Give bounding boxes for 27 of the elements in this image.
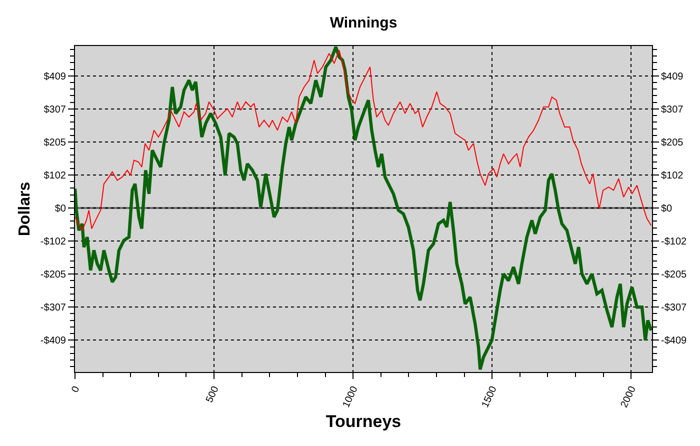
y2-tick-label: -$102 [661, 236, 688, 248]
y2-tick-label: -$409 [661, 336, 688, 347]
y-tick-label: -$102 [40, 236, 66, 248]
x-tick-label: 0 [70, 384, 82, 394]
y2-tick-label: $409 [661, 71, 684, 82]
y-tick-label: -$409 [40, 336, 66, 347]
y-tick-label: -$307 [40, 302, 66, 314]
chart-title: Winnings [330, 14, 398, 32]
x-tick-label: 500 [204, 384, 222, 405]
y2-tick-label: $102 [661, 170, 684, 182]
x-axis-title: Tourneys [326, 412, 402, 431]
y-tick-label: $102 [44, 170, 66, 182]
y-tick-label: $409 [44, 71, 66, 82]
line-series [75, 50, 652, 231]
y-tick-label: $307 [44, 104, 66, 116]
y-tick-label: -$205 [40, 270, 66, 281]
x-tick-label: 1500 [480, 384, 500, 410]
y-tick-label: $205 [44, 137, 66, 148]
y-tick-label: $0 [54, 204, 66, 215]
x-tick-label: 1000 [340, 384, 361, 410]
y-axis-title: Dollars [16, 182, 34, 236]
y2-tick-label: $307 [661, 104, 684, 116]
y2-tick-label: -$307 [661, 302, 688, 314]
y2-tick-label: $0 [661, 204, 673, 215]
x-tick-label: 2000 [619, 384, 639, 410]
y2-tick-label: -$205 [661, 270, 688, 281]
y2-tick-label: $205 [661, 137, 684, 148]
